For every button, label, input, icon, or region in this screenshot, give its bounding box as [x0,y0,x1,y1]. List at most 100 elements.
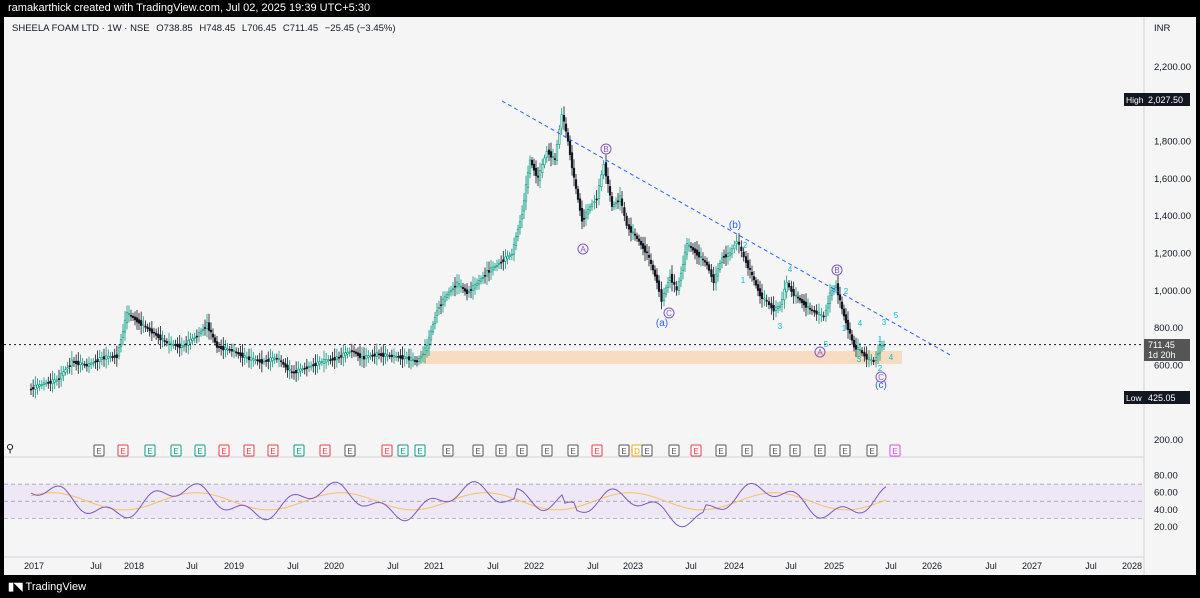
earnings-marker[interactable] [344,444,356,457]
earnings-marker[interactable] [715,444,727,457]
price-candle [479,278,483,282]
earnings-marker-label: E [594,447,599,456]
earnings-marker[interactable] [218,444,230,457]
price-candle [413,360,417,362]
time-axis-tick: Jul [1085,561,1097,571]
price-candle [352,350,356,353]
demand-zone [420,351,902,364]
wave-b-primary: B [603,145,608,154]
price-candle [590,203,594,207]
earnings-marker[interactable] [769,444,781,457]
price-candle [201,329,205,331]
earnings-marker[interactable] [866,444,878,457]
price-candle [119,339,123,348]
earnings-marker-label: E [772,447,777,456]
earnings-marker[interactable] [414,444,426,457]
price-candle [437,307,441,309]
wave-a-primary-ring [577,243,589,255]
price-candle [813,310,816,313]
time-axis-tick: Jul [90,561,102,571]
chart-area[interactable]: INR 2,200.00 1,800.00 1,600.00 1,400.00 1,200… [4,17,1196,575]
earnings-marker[interactable] [814,444,826,457]
price-candle [386,354,389,357]
earnings-marker[interactable] [442,444,454,457]
earnings-marker[interactable] [243,444,255,457]
price-candle [687,244,691,247]
earnings-marker-label: E [621,447,626,456]
price-candle [346,351,349,355]
time-axis-tick: 2022 [524,561,544,571]
price-axis-tick: 800.00 [1154,323,1183,334]
bar-countdown: 1d 20h [1148,350,1176,360]
footer-bar: ▮◥ TradingView [0,576,1200,598]
wave-a-primary: A [580,245,586,254]
price-axis-tick: 1,400.00 [1154,211,1191,222]
descending-trendline[interactable] [501,100,953,357]
earnings-marker[interactable] [690,444,702,457]
earnings-marker[interactable] [789,444,801,457]
earnings-marker[interactable] [668,444,680,457]
price-candle [566,132,570,142]
earnings-marker[interactable] [319,444,331,457]
earnings-marker[interactable] [541,444,553,457]
price-candle [683,251,687,265]
price-candle [469,289,473,291]
earnings-marker[interactable] [641,444,653,457]
price-candle [60,373,63,380]
chart-canvas[interactable]: INR 2,200.00 1,800.00 1,600.00 1,400.00 1,200… [4,17,1196,575]
earnings-marker[interactable] [170,444,182,457]
low-price-tag-label-bg [1124,391,1144,404]
price-candle [568,140,572,156]
earnings-marker[interactable] [591,444,603,457]
earnings-marker[interactable] [381,444,393,457]
price-candle [673,281,676,285]
price-candle [133,316,137,321]
earnings-marker[interactable] [472,444,484,457]
earnings-marker[interactable] [144,444,156,457]
price-candle [860,350,864,354]
earnings-marker[interactable] [516,444,528,457]
earnings-marker[interactable] [495,444,507,457]
time-axis-tick: Jul [985,561,997,571]
earnings-marker[interactable] [267,444,279,457]
price-candle [29,388,33,391]
earnings-marker-label: E [197,447,202,456]
earnings-marker-label: E [817,447,822,456]
earnings-marker-label: E [892,447,897,456]
earnings-marker[interactable] [117,444,129,457]
price-candle [172,343,175,346]
price-candle [267,358,270,362]
time-axis-tick: Jul [587,561,599,571]
price-candle [64,369,67,373]
earnings-marker[interactable] [93,444,105,457]
earnings-marker[interactable] [293,444,305,457]
price-candle [834,285,838,288]
rsi-line [30,481,887,528]
price-candle [318,361,321,365]
price-candle [348,351,351,354]
price-candle [90,362,93,365]
earnings-marker[interactable] [839,444,851,457]
price-candle [127,313,131,315]
price-candle [335,356,338,361]
wave-minor-label: 2 [878,364,883,373]
price-candle [226,348,229,351]
rsi-axis-tick: 60.00 [1154,488,1178,499]
earnings-marker[interactable] [618,444,630,457]
earnings-marker[interactable] [194,444,206,457]
earnings-marker[interactable] [889,444,901,457]
price-candle [239,352,242,357]
price-candle [125,311,129,324]
price-candle [152,331,156,334]
earnings-marker[interactable] [567,444,579,457]
tradingview-logo[interactable]: ▮◥ TradingView [8,580,86,594]
price-candle [42,382,46,386]
price-candle [235,351,238,354]
wave-minor-label: 1 [878,335,883,344]
price-candle [159,334,162,341]
price-candle [670,273,674,283]
earnings-marker[interactable] [397,444,409,457]
earnings-marker[interactable] [741,444,753,457]
price-candle [693,248,697,253]
price-candle [85,363,88,367]
